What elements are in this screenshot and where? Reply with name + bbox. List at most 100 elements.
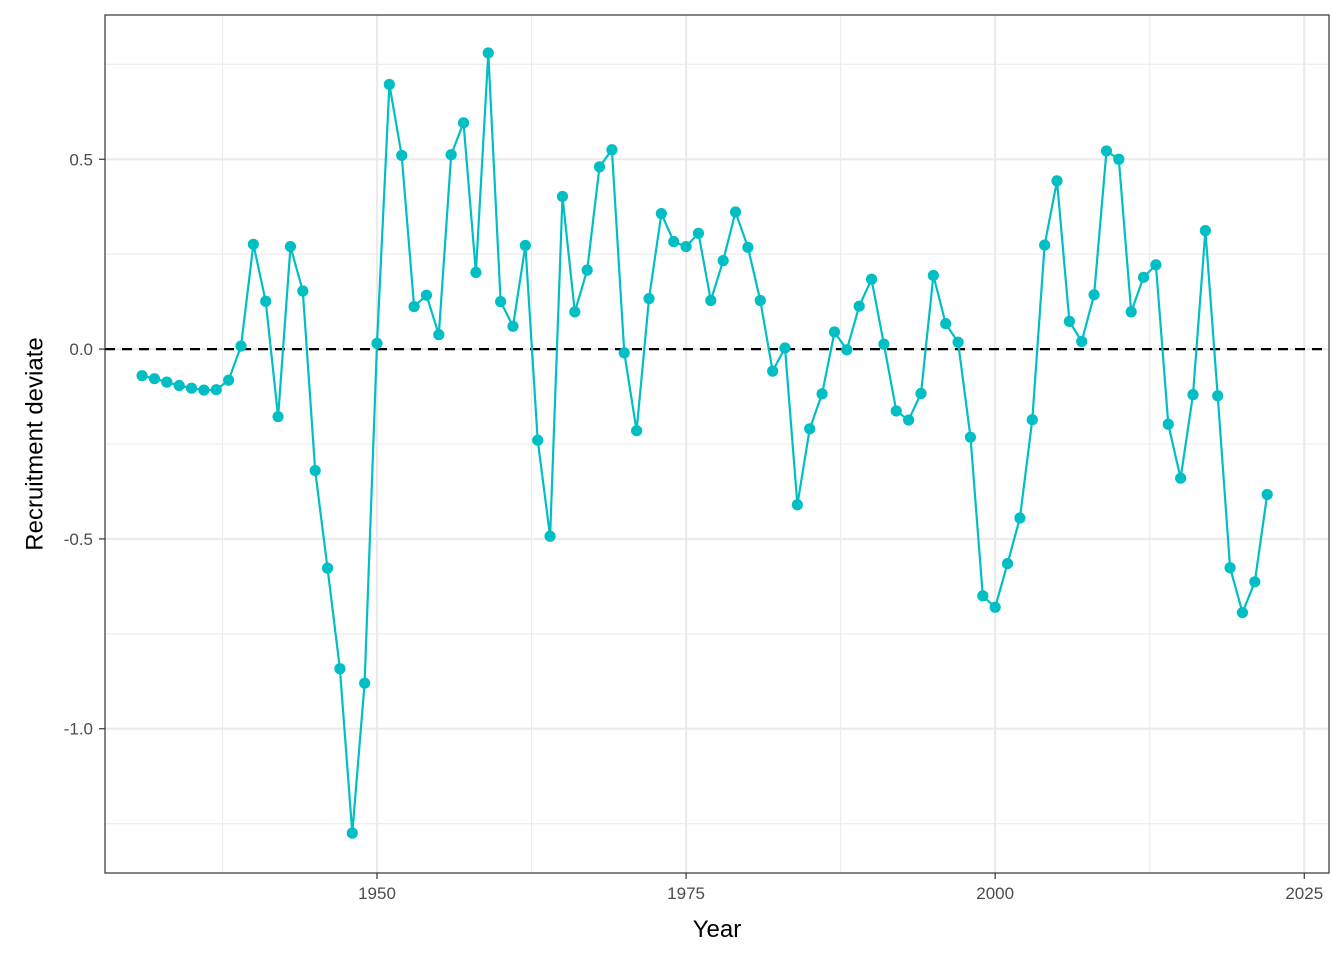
data-point bbox=[346, 827, 358, 839]
data-point bbox=[593, 161, 606, 173]
data-point bbox=[433, 329, 445, 341]
data-point bbox=[1014, 512, 1026, 524]
data-point bbox=[235, 340, 247, 352]
data-point bbox=[495, 296, 507, 308]
data-point bbox=[618, 347, 630, 359]
data-point bbox=[1236, 606, 1249, 619]
data-point bbox=[816, 388, 828, 400]
data-point bbox=[927, 269, 939, 282]
data-point bbox=[779, 342, 791, 354]
data-point bbox=[544, 530, 556, 542]
data-point bbox=[581, 264, 593, 276]
data-point bbox=[680, 240, 692, 253]
data-point bbox=[1100, 145, 1113, 157]
data-point bbox=[1026, 414, 1038, 426]
x-tick-label: 2025 bbox=[1285, 884, 1323, 903]
data-point bbox=[1175, 472, 1187, 484]
data-point bbox=[692, 227, 705, 239]
data-point bbox=[136, 370, 148, 382]
data-point bbox=[964, 431, 977, 443]
data-point bbox=[1261, 488, 1273, 501]
data-point bbox=[457, 117, 470, 129]
data-point bbox=[1162, 418, 1174, 430]
data-point bbox=[828, 326, 841, 338]
data-point bbox=[915, 387, 927, 400]
data-point bbox=[408, 300, 420, 313]
data-point bbox=[185, 382, 198, 394]
data-point bbox=[989, 601, 1001, 613]
data-point bbox=[767, 365, 779, 377]
data-point bbox=[223, 374, 235, 386]
data-point bbox=[198, 384, 210, 396]
data-point bbox=[383, 78, 395, 91]
data-point bbox=[853, 300, 865, 312]
data-point bbox=[878, 338, 890, 350]
data-point bbox=[952, 336, 964, 348]
data-point bbox=[371, 337, 383, 349]
data-point bbox=[148, 373, 161, 385]
data-point bbox=[655, 207, 667, 220]
data-point bbox=[717, 255, 729, 267]
x-axis-title: Year bbox=[693, 916, 742, 943]
data-point bbox=[668, 236, 680, 248]
y-tick-label: 0.5 bbox=[69, 150, 93, 169]
panel-border bbox=[104, 14, 1330, 874]
data-point bbox=[643, 292, 655, 305]
data-point bbox=[1187, 389, 1199, 401]
data-point bbox=[482, 47, 494, 59]
data-point bbox=[519, 239, 531, 252]
data-point bbox=[359, 677, 371, 689]
x-axis: 1950 1975 2000 2025 bbox=[358, 873, 1323, 903]
data-point bbox=[865, 273, 878, 285]
data-point bbox=[284, 240, 297, 253]
data-point bbox=[903, 414, 915, 426]
data-point bbox=[445, 149, 457, 161]
y-tick-label: -1.0 bbox=[64, 720, 93, 739]
data-point bbox=[420, 289, 433, 301]
data-point bbox=[1224, 562, 1236, 574]
data-point bbox=[890, 405, 902, 417]
data-point bbox=[977, 590, 989, 602]
data-point bbox=[297, 285, 309, 297]
data-point bbox=[742, 241, 754, 253]
data-point bbox=[161, 376, 173, 388]
data-point bbox=[791, 499, 803, 511]
data-point bbox=[569, 306, 581, 318]
data-point bbox=[470, 266, 482, 278]
x-tick-label: 1950 bbox=[358, 884, 396, 903]
data-point bbox=[260, 295, 272, 307]
data-point bbox=[1001, 557, 1014, 570]
data-point bbox=[754, 294, 766, 307]
data-point bbox=[631, 425, 643, 437]
data-point bbox=[334, 663, 346, 675]
data-point bbox=[1249, 576, 1261, 588]
data-point bbox=[1051, 175, 1063, 187]
data-point bbox=[729, 206, 742, 218]
data-point bbox=[532, 434, 544, 446]
data-point bbox=[1088, 289, 1100, 301]
x-tick-label: 1975 bbox=[667, 884, 705, 903]
major-gridlines bbox=[105, 15, 1329, 873]
data-point bbox=[1113, 153, 1125, 165]
data-points bbox=[136, 47, 1273, 839]
data-point bbox=[1212, 390, 1224, 402]
data-point bbox=[1199, 225, 1211, 237]
data-point bbox=[1076, 335, 1088, 348]
data-point bbox=[309, 464, 321, 477]
data-point bbox=[1039, 239, 1051, 251]
x-tick-label: 2000 bbox=[976, 884, 1014, 903]
data-point bbox=[247, 238, 259, 250]
data-point bbox=[804, 423, 816, 435]
data-point bbox=[173, 379, 185, 392]
data-point bbox=[1063, 315, 1075, 327]
data-point bbox=[940, 318, 952, 330]
y-tick-label: 0.0 bbox=[69, 340, 93, 359]
y-tick-label: -0.5 bbox=[64, 530, 93, 549]
data-point bbox=[1150, 259, 1162, 271]
y-axis: -1.0 -0.5 0.0 0.5 bbox=[64, 150, 105, 739]
data-point bbox=[272, 411, 284, 423]
minor-gridlines bbox=[105, 15, 1329, 873]
y-axis-title: Recruitment deviate bbox=[21, 337, 48, 550]
